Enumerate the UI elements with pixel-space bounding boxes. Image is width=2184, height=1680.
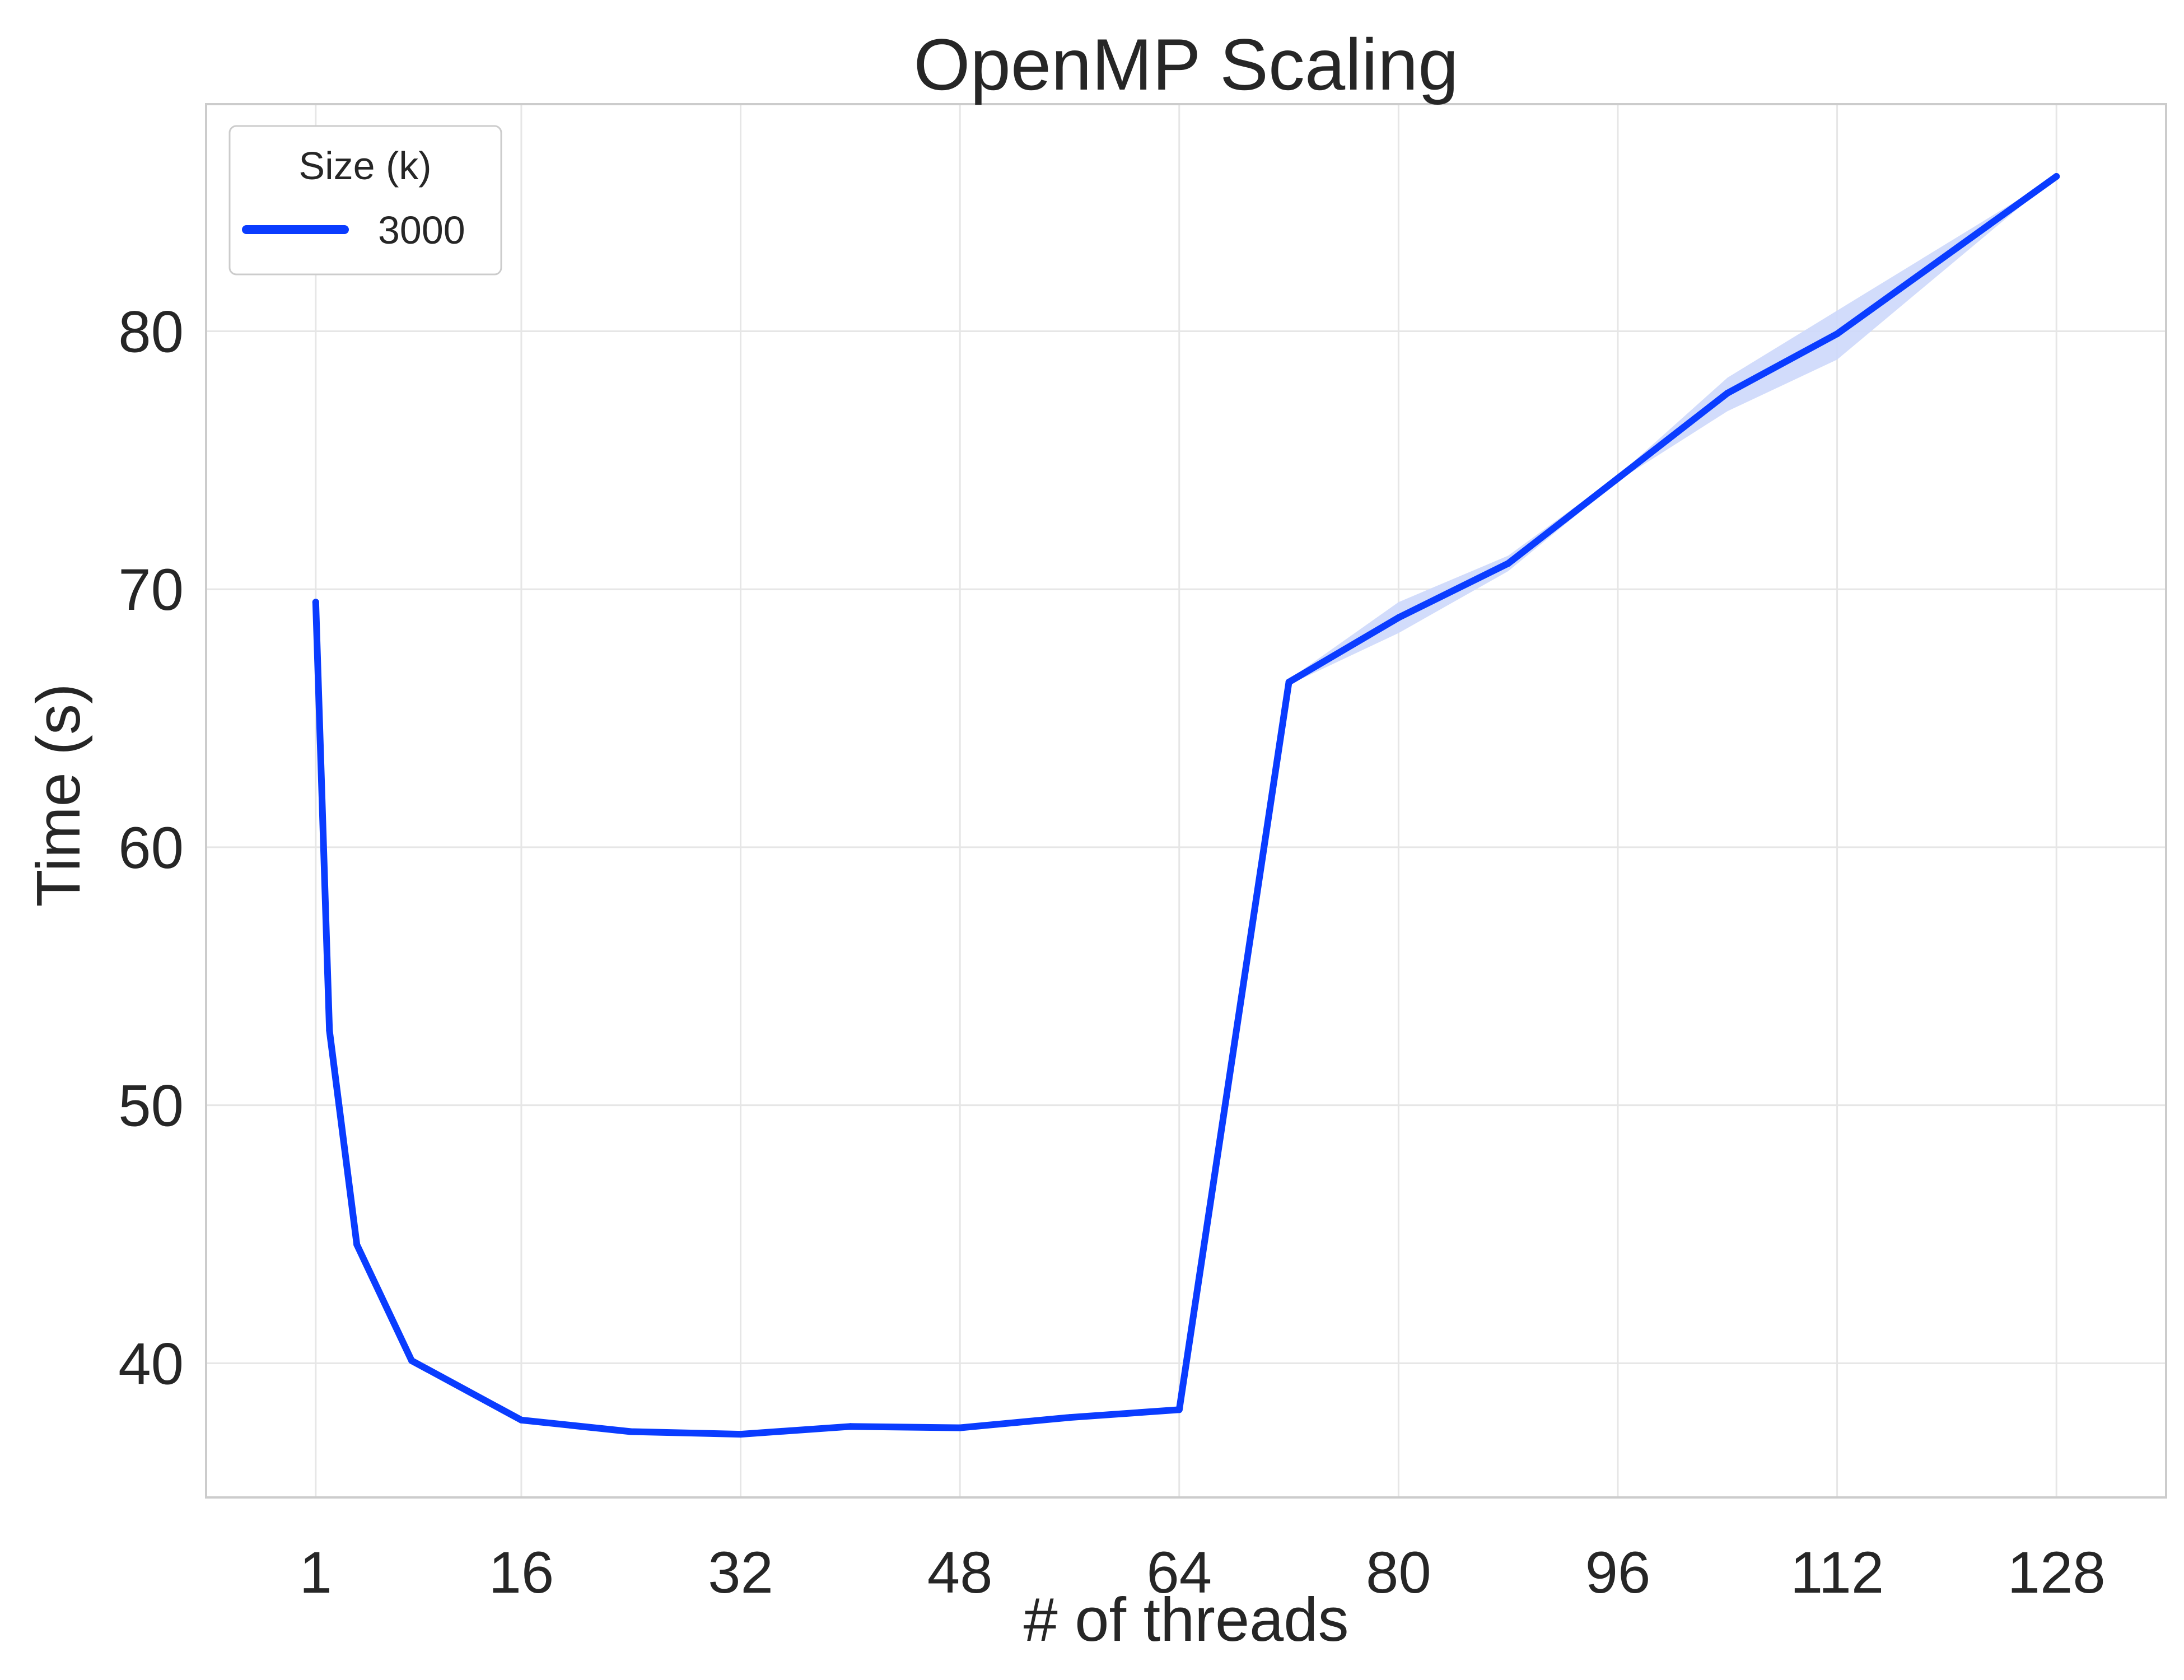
plot-frame [205, 103, 2167, 1499]
data-point-3000-2 [326, 1027, 333, 1034]
x-tick-label-112: 112 [1790, 1540, 1884, 1606]
x-tick-label-128: 128 [2008, 1540, 2106, 1606]
data-point-3000-1 [312, 599, 319, 606]
y-tick-label-80: 80 [118, 299, 184, 365]
data-point-3000-112 [1833, 330, 1841, 338]
legend-title: Size (k) [298, 144, 431, 188]
data-point-3000-24 [627, 1428, 634, 1435]
x-tick-label-48: 48 [927, 1540, 993, 1606]
x-tick-label-32: 32 [708, 1540, 773, 1606]
legend-label-3000: 3000 [378, 208, 465, 252]
data-point-3000-48 [956, 1424, 964, 1431]
x-tick-label-64: 64 [1146, 1540, 1212, 1606]
data-point-3000-8 [408, 1357, 416, 1364]
x-tick-label-96: 96 [1585, 1540, 1651, 1606]
x-tick-label-16: 16 [489, 1540, 554, 1606]
chart-title: OpenMP Scaling [913, 24, 1458, 105]
y-axis-label: Time (s) [24, 683, 93, 907]
series-lines [312, 173, 2060, 1438]
data-point-3000-96 [1614, 475, 1621, 482]
data-point-3000-64 [1175, 1406, 1183, 1413]
x-tick-label-1: 1 [300, 1540, 332, 1606]
y-tick-label-70: 70 [118, 557, 184, 623]
series-line-3000 [312, 173, 2060, 1438]
y-ticks: 40 50 60 70 80 [118, 299, 184, 1397]
data-point-3000-32 [737, 1431, 744, 1438]
data-point-3000-104 [1724, 390, 1731, 396]
data-point-3000-4 [353, 1241, 361, 1248]
data-point-3000-56 [1066, 1414, 1073, 1421]
data-point-3000-40 [847, 1423, 854, 1430]
data-point-3000-80 [1395, 614, 1402, 621]
x-tick-label-80: 80 [1366, 1540, 1431, 1606]
y-tick-label-50: 50 [118, 1074, 184, 1139]
y-tick-label-40: 40 [118, 1331, 184, 1397]
x-ticks: 1 16 32 48 64 80 96 112 128 [300, 1540, 2106, 1606]
data-point-3000-88 [1505, 560, 1512, 567]
data-point-3000-72 [1285, 679, 1292, 686]
data-point-3000-128 [2053, 173, 2060, 180]
x-axis-label: # of threads [1024, 1585, 1349, 1654]
y-tick-label-60: 60 [118, 815, 184, 881]
legend: Size (k) 3000 [228, 125, 502, 276]
data-point-3000-16 [517, 1416, 525, 1424]
legend-box [228, 125, 502, 276]
